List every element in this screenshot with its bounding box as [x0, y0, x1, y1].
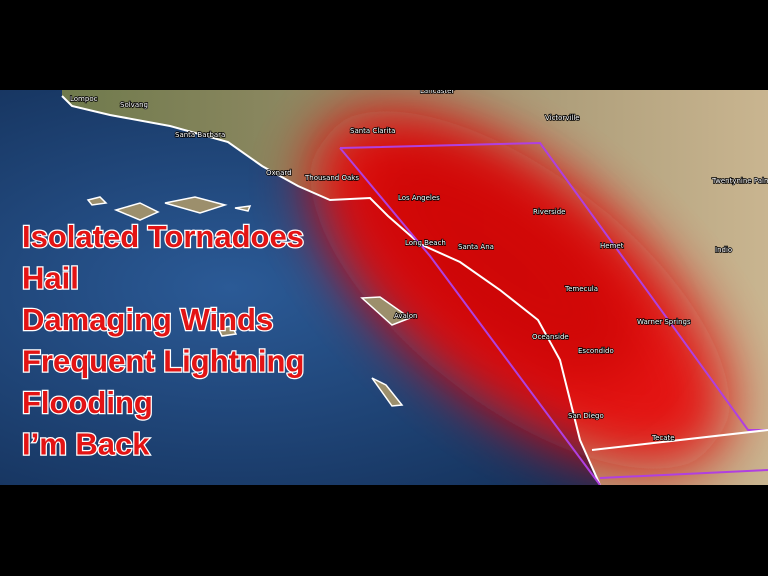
map-label: Los Angeles: [398, 194, 440, 202]
islands: [86, 196, 412, 407]
map-label: Tecate: [651, 434, 675, 442]
headline: Isolated Tornadoes Hail Damaging Winds Freq…: [21, 218, 306, 463]
watch-box: [339, 141, 768, 485]
headline-line: Damaging Winds: [22, 302, 273, 337]
map-label: Oceanside: [532, 333, 569, 341]
map-label: Santa Ana: [458, 243, 494, 251]
map-labels: Lompoc Solvang Santa Barbara Oxnard Thousand…: [69, 87, 768, 443]
map-label: Santa Barbara: [175, 131, 225, 139]
headline-line: Hail: [22, 261, 79, 296]
map-label: Long Beach: [405, 239, 446, 247]
map-label: Indio: [715, 246, 732, 254]
map-label: Lancaster: [420, 87, 454, 95]
coastline: [61, 95, 601, 485]
map-label: Santa Clarita: [350, 127, 395, 135]
map-label: Temecula: [564, 285, 598, 293]
map-label: Solvang: [120, 101, 148, 109]
map-label: Victorville: [545, 114, 580, 122]
headline-line: Isolated Tornadoes: [22, 219, 304, 254]
storm-risk-core: [357, 137, 643, 383]
map: Lompoc Solvang Santa Barbara Oxnard Thousand…: [0, 87, 768, 485]
map-label: Oxnard: [266, 169, 292, 177]
map-label: Avalon: [394, 312, 417, 320]
map-label: Lompoc: [70, 95, 98, 103]
map-label: Riverside: [533, 208, 565, 216]
map-label: Thousand Oaks: [304, 174, 359, 182]
map-label: Hemet: [600, 242, 624, 250]
headline-line: Flooding: [22, 385, 153, 420]
map-label: Twentynine Palms: [711, 177, 768, 185]
map-label: Warner Springs: [637, 318, 691, 326]
map-label: San Diego: [568, 412, 604, 420]
border: [591, 429, 768, 451]
headline-line: I’m Back: [22, 427, 150, 462]
map-label: Escondido: [578, 347, 614, 355]
headline-line: Frequent Lightning: [22, 344, 304, 379]
